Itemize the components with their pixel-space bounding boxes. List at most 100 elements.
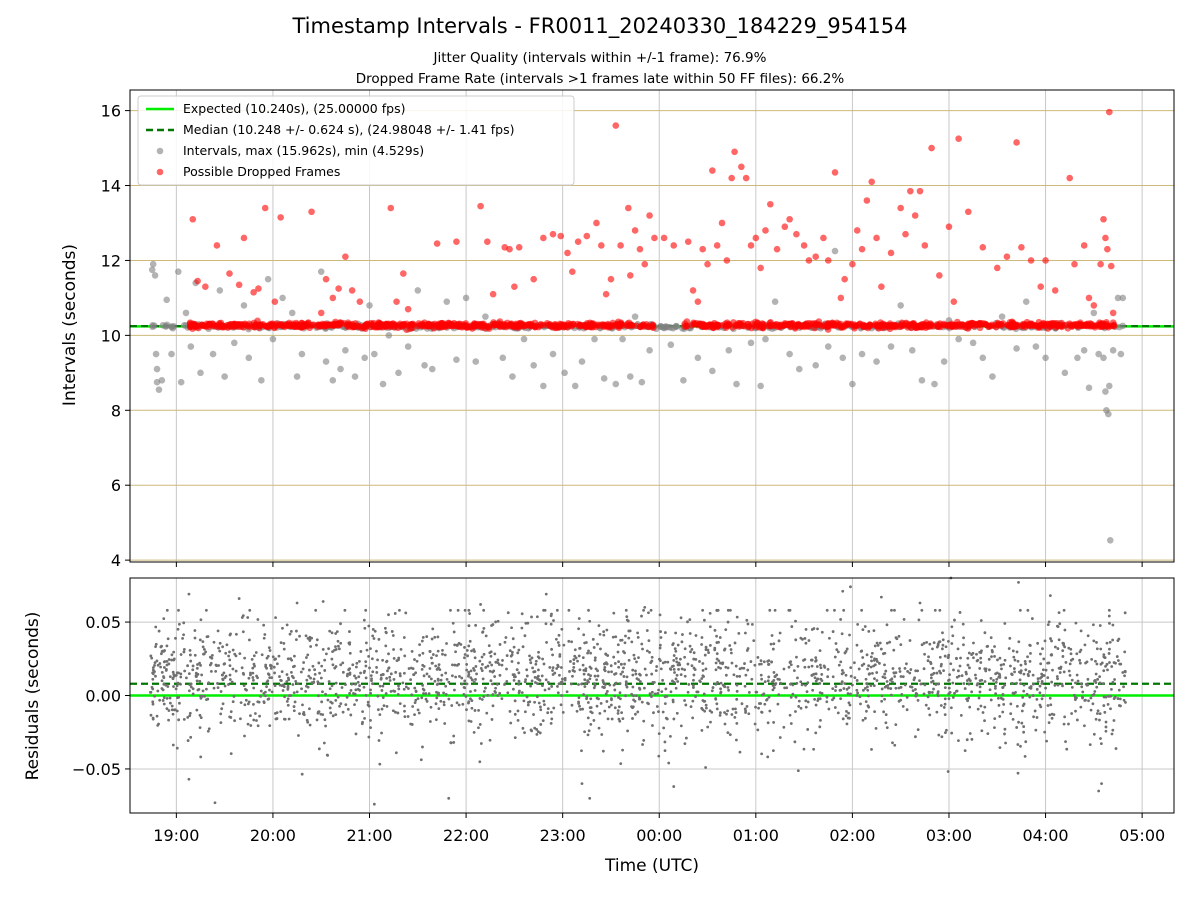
residual-point [825,700,829,704]
residual-point [844,673,848,677]
residual-point [329,711,333,715]
dropped-frame-point [492,321,499,329]
residual-point [560,627,564,631]
residual-point [658,659,662,663]
residual-point [271,655,275,659]
residual-point [498,673,502,677]
residual-point [857,667,861,671]
residual-point [860,664,864,667]
residual-point [878,661,881,665]
residual-point [782,667,786,671]
dropped-frame-point [820,234,827,242]
residual-point [186,739,190,742]
residual-point [861,628,865,632]
residual-point [468,639,472,643]
residual-point [621,717,625,720]
residual-point [230,680,234,684]
residual-point [1107,652,1111,655]
residual-point [1022,689,1026,693]
residual-point [947,697,951,701]
residual-point [1086,677,1090,681]
residual-point [818,725,822,729]
residual-point [251,676,255,679]
residual-point [1041,647,1044,651]
residual-point [648,692,652,696]
residual-point [1095,647,1099,651]
dropped-frame-point [1013,139,1020,146]
interval-point [998,313,1006,320]
residual-point [199,696,203,700]
residual-point [435,683,439,686]
residual-point [301,667,305,671]
dropped-frame-point [404,305,412,313]
residual-point [669,690,673,694]
dropped-frame-point [1097,260,1104,268]
dropped-frame-point [683,318,691,325]
residual-point [605,700,609,703]
residual-point [587,729,591,733]
residual-point [927,707,931,710]
residual-point [494,620,498,624]
residual-point [334,645,337,649]
dropped-frame-point [856,320,864,328]
residual-point [947,686,951,690]
residual-point [482,627,486,630]
interval-point [264,275,272,283]
residual-point [938,655,942,659]
residual-point [181,637,184,640]
dropped-frame-point [959,321,966,328]
residual-point [1123,650,1127,654]
dropped-frame-point [607,275,615,283]
residual-point [674,649,678,653]
residual-point [467,674,470,678]
residual-point [862,688,865,692]
residual-point [602,630,606,634]
interval-point [771,298,779,305]
residual-point [278,675,281,678]
residual-point [387,652,390,656]
interval-point [414,287,422,294]
residual-point [586,651,589,655]
residual-point [820,692,824,695]
residual-point [196,663,199,666]
residual-point [315,638,319,642]
residual-point [613,694,617,698]
residual-point [1108,640,1112,644]
residual-point [635,677,639,680]
residual-point [227,654,231,658]
residual-point [782,725,786,729]
residual-point [442,691,445,695]
residual-point [1008,636,1012,640]
residual-point [735,683,739,687]
residual-point [1116,659,1120,662]
residual-point [1023,660,1027,663]
residual-point [793,740,797,744]
residual-point [933,608,937,612]
residual-point [672,654,676,657]
residual-point [759,673,763,677]
residual-point [735,721,739,725]
residual-point [892,671,896,675]
residual-point [581,663,585,667]
interval-point [662,323,670,330]
residual-point [670,665,674,668]
residual-point [348,691,352,695]
residual-point [379,673,383,677]
dropped-frame-point [795,321,803,329]
residual-point [968,679,972,683]
residual-point [643,686,646,690]
residual-point [162,617,166,621]
residual-point [651,724,654,727]
dropped-frame-point [858,245,866,253]
interval-point [245,354,253,362]
residual-point [452,630,456,634]
residual-point [603,709,607,713]
residual-point [439,699,443,703]
interval-point [969,339,977,347]
residual-point [996,658,999,662]
dropped-frame-point [772,321,779,328]
residual-point [247,676,251,680]
residual-point [1107,608,1111,612]
residual-point [300,772,304,776]
residual-point [899,698,902,702]
